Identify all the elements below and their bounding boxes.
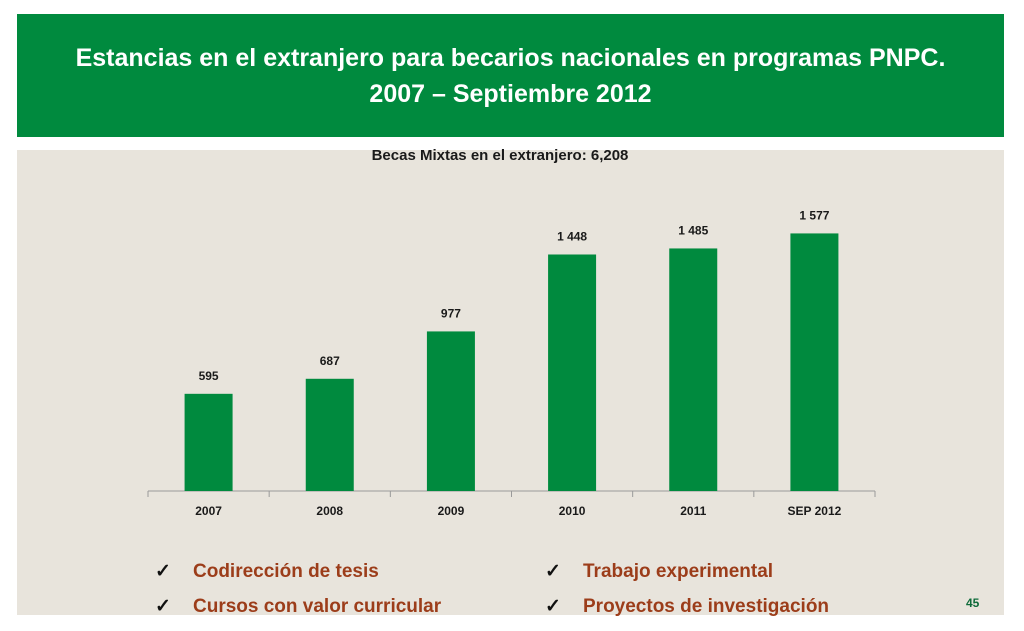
bar-2009 — [426, 331, 475, 491]
checkmark-icon: ✓ — [545, 596, 561, 617]
bar-2008 — [305, 378, 354, 491]
data-label: 595 — [199, 369, 219, 383]
data-label: 687 — [320, 354, 340, 368]
bullet-right-2: ✓ Proyectos de investigación — [545, 595, 829, 618]
data-label: 977 — [441, 306, 461, 320]
checkmark-icon: ✓ — [545, 561, 561, 582]
x-tick-label: SEP 2012 — [788, 504, 842, 518]
bar-2010 — [548, 254, 597, 491]
bullet-label: Cursos con valor curricular — [193, 595, 442, 617]
bullet-left-2: ✓ Cursos con valor curricular — [155, 595, 441, 618]
page-number: 45 — [966, 596, 980, 610]
bullet-left-1: ✓ Codirección de tesis — [155, 560, 379, 583]
x-tick-label: 2010 — [559, 504, 586, 518]
x-tick-label: 2008 — [316, 504, 343, 518]
bar-sep-2012 — [790, 233, 839, 491]
slide-title-line2: 2007 – Septiembre 2012 — [369, 79, 652, 108]
checkmark-icon: ✓ — [155, 561, 171, 582]
checkmark-icon: ✓ — [155, 596, 171, 617]
x-tick-label: 2011 — [680, 504, 706, 518]
bar-2007 — [184, 393, 233, 491]
bullet-label: Codirección de tesis — [193, 560, 379, 582]
x-tick-label: 2007 — [195, 504, 222, 518]
bar-2011 — [669, 248, 718, 491]
content-panel — [17, 150, 1004, 615]
bullet-label: Trabajo experimental — [583, 560, 774, 582]
bullet-label: Proyectos de investigación — [583, 595, 830, 617]
title-banner: Estancias en el extranjero para becarios… — [17, 14, 1004, 137]
data-label: 1 577 — [799, 208, 829, 222]
slide-title-line1: Estancias en el extranjero para becarios… — [75, 43, 946, 72]
x-tick-label: 2009 — [438, 504, 465, 518]
data-label: 1 448 — [557, 229, 587, 243]
chart-title: Becas Mixtas en el extranjero: 6,208 — [371, 147, 629, 164]
bullet-right-1: ✓ Trabajo experimental — [545, 560, 773, 583]
data-label: 1 485 — [678, 223, 708, 237]
